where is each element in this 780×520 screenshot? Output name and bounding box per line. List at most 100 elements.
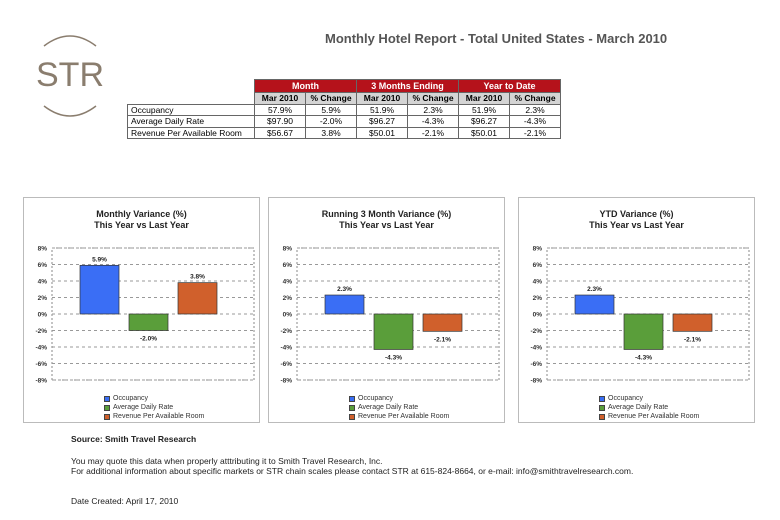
bar-occupancy (324, 294, 365, 315)
y-tick-label: 4% (283, 279, 293, 286)
group-header: Month (254, 79, 357, 93)
y-tick-label: 6% (283, 262, 293, 269)
svg-text:STR: STR (36, 56, 104, 94)
row-label: Occupancy (127, 103, 255, 116)
chart-title: Monthly Variance (%) (96, 209, 187, 219)
legend-label: Occupancy (608, 395, 644, 402)
legend-swatch-icon (104, 404, 110, 411)
date-created: Date Created: April 17, 2010 (71, 496, 179, 506)
y-tick-label: 0% (38, 312, 48, 319)
contact-text: For additional information about specifi… (71, 466, 634, 476)
y-tick-label: 2% (283, 295, 293, 302)
y-tick-label: 6% (38, 262, 48, 269)
bar-occupancy (79, 264, 120, 315)
y-tick-label: 0% (283, 312, 293, 319)
cell-value: -2.0% (305, 115, 357, 128)
legend-item: Occupancy (349, 394, 449, 403)
legend-item: Occupancy (599, 394, 699, 403)
legend-label: Average Daily Rate (113, 404, 174, 411)
legend-label: Average Daily Rate (608, 404, 669, 411)
legend-item: Revenue Per Available Room (599, 412, 699, 421)
data-label: -4.3% (385, 354, 402, 361)
subheader: % Change (407, 92, 459, 105)
chart-3month: Running 3 Month Variance (%) This Year vs… (268, 197, 505, 423)
y-tick-label: -2% (530, 328, 542, 335)
bar-adr (128, 313, 169, 331)
cell-value: 3.8% (305, 126, 357, 139)
chart-monthly: Monthly Variance (%) This Year vs Last Ye… (23, 197, 260, 423)
y-tick-label: 2% (533, 295, 543, 302)
cell-value: $97.90 (254, 115, 306, 128)
str-logo: STR (36, 35, 104, 117)
chart-legend: Occupancy Average Daily Rate Revenue Per A… (104, 394, 204, 421)
cell-value: 2.3% (407, 103, 459, 116)
cell-value: -4.3% (407, 115, 459, 128)
summary-table: Month 3 Months Ending Year to Date Mar 2… (127, 79, 561, 139)
y-tick-label: -2% (35, 328, 47, 335)
y-tick-label: -8% (280, 378, 292, 385)
data-label: 3.8% (190, 274, 205, 281)
cell-value: $96.27 (356, 115, 408, 128)
legend-item: Revenue Per Available Room (104, 412, 204, 421)
cell-value: -2.1% (407, 126, 459, 139)
y-tick-label: 4% (38, 279, 48, 286)
legend-label: Revenue Per Available Room (358, 413, 450, 420)
chart-subtitle: This Year vs Last Year (589, 220, 684, 230)
cell-value: -2.1% (509, 126, 561, 139)
legend-swatch-icon (349, 404, 355, 411)
subheader: Mar 2010 (356, 92, 408, 105)
table-row: Occupancy 57.9% 5.9% 51.9% 2.3% 51.9% 2.3% (127, 103, 561, 116)
data-label: -2.1% (434, 336, 451, 343)
cell-value: $50.01 (458, 126, 510, 139)
y-tick-label: -6% (35, 361, 47, 368)
legend-label: Revenue Per Available Room (608, 413, 700, 420)
legend-label: Average Daily Rate (358, 404, 419, 411)
chart-legend: Occupancy Average Daily Rate Revenue Per A… (349, 394, 449, 421)
y-tick-label: -8% (530, 378, 542, 385)
legend-label: Occupancy (358, 395, 394, 402)
legend-swatch-icon (349, 395, 355, 402)
cell-value: 2.3% (509, 103, 561, 116)
subheader: Mar 2010 (254, 92, 306, 105)
attribution-text: You may quote this data when properly at… (71, 456, 383, 466)
cell-value: 51.9% (356, 103, 408, 116)
y-tick-label: 2% (38, 295, 48, 302)
legend-item: Revenue Per Available Room (349, 412, 449, 421)
y-tick-label: -6% (280, 361, 292, 368)
data-label: -2.0% (140, 336, 157, 343)
y-tick-label: -2% (280, 328, 292, 335)
bar-adr (373, 313, 414, 350)
y-tick-label: 8% (533, 246, 543, 253)
legend-swatch-icon (104, 413, 110, 420)
source-text: Source: Smith Travel Research (71, 434, 197, 444)
legend-swatch-icon (599, 413, 605, 420)
legend-item: Average Daily Rate (104, 403, 204, 412)
chart-subtitle: This Year vs Last Year (94, 220, 189, 230)
legend-swatch-icon (349, 413, 355, 420)
subheader: % Change (509, 92, 561, 105)
legend-item: Occupancy (104, 394, 204, 403)
y-tick-label: -8% (35, 378, 47, 385)
y-tick-label: 8% (283, 246, 293, 253)
legend-swatch-icon (599, 395, 605, 402)
bar-revpar (177, 282, 218, 315)
bar-revpar (672, 313, 713, 332)
y-tick-label: -4% (280, 345, 292, 352)
cell-value: $50.01 (356, 126, 408, 139)
table-row: Revenue Per Available Room $56.67 3.8% $50.… (127, 126, 561, 139)
data-label: -2.1% (684, 336, 701, 343)
cell-value: 51.9% (458, 103, 510, 116)
y-tick-label: 4% (533, 279, 543, 286)
y-tick-label: 8% (38, 246, 48, 253)
chart-ytd: YTD Variance (%) This Year vs Last Year 8%… (518, 197, 755, 423)
cell-value: 57.9% (254, 103, 306, 116)
bar-revpar (422, 313, 463, 332)
bar-adr (623, 313, 664, 350)
y-tick-label: -6% (530, 361, 542, 368)
data-label: 5.9% (92, 256, 107, 263)
row-label: Average Daily Rate (127, 115, 255, 128)
legend-label: Revenue Per Available Room (113, 413, 205, 420)
report-title: Monthly Hotel Report - Total United Stat… (325, 31, 668, 46)
chart-title: YTD Variance (%) (599, 209, 674, 219)
subheader: Mar 2010 (458, 92, 510, 105)
